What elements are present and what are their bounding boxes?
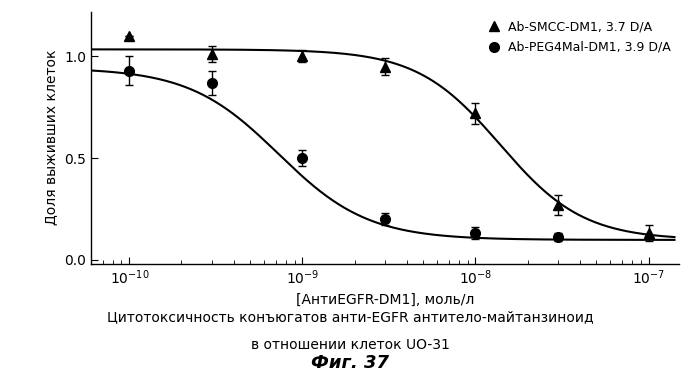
Ab-SMCC-DM1, 3.7 D/A	[471, 111, 480, 116]
Ab-PEG4Mal-DM1, 3.9 D/A	[381, 217, 389, 222]
Ab-PEG4Mal-DM1, 3.9 D/A	[125, 68, 134, 73]
Ab-SMCC-DM1, 3.7 D/A	[644, 231, 652, 236]
Ab-SMCC-DM1, 3.7 D/A	[298, 54, 307, 59]
Line: Ab-SMCC-DM1, 3.7 D/A: Ab-SMCC-DM1, 3.7 D/A	[125, 31, 653, 238]
Ab-PEG4Mal-DM1, 3.9 D/A	[471, 231, 480, 236]
X-axis label: [АнтиEGFR-DM1], моль/л: [АнтиEGFR-DM1], моль/л	[296, 293, 474, 307]
Text: в отношении клеток UO-31: в отношении клеток UO-31	[251, 338, 449, 352]
Ab-SMCC-DM1, 3.7 D/A	[554, 203, 562, 207]
Y-axis label: Доля выживших клеток: Доля выживших клеток	[45, 50, 59, 225]
Ab-SMCC-DM1, 3.7 D/A	[125, 34, 134, 38]
Ab-SMCC-DM1, 3.7 D/A	[381, 64, 389, 69]
Line: Ab-PEG4Mal-DM1, 3.9 D/A: Ab-PEG4Mal-DM1, 3.9 D/A	[125, 66, 563, 242]
Ab-PEG4Mal-DM1, 3.9 D/A	[554, 235, 562, 240]
Legend: Ab-SMCC-DM1, 3.7 D/A, Ab-PEG4Mal-DM1, 3.9 D/A: Ab-SMCC-DM1, 3.7 D/A, Ab-PEG4Mal-DM1, 3.…	[484, 18, 673, 56]
Ab-SMCC-DM1, 3.7 D/A	[208, 52, 216, 57]
Ab-PEG4Mal-DM1, 3.9 D/A	[208, 80, 216, 85]
Ab-PEG4Mal-DM1, 3.9 D/A	[298, 156, 307, 160]
Text: Фиг. 37: Фиг. 37	[311, 355, 389, 372]
Text: Цитотоксичность конъюгатов анти-EGFR антитело-майтанзиноид: Цитотоксичность конъюгатов анти-EGFR ант…	[106, 310, 594, 324]
